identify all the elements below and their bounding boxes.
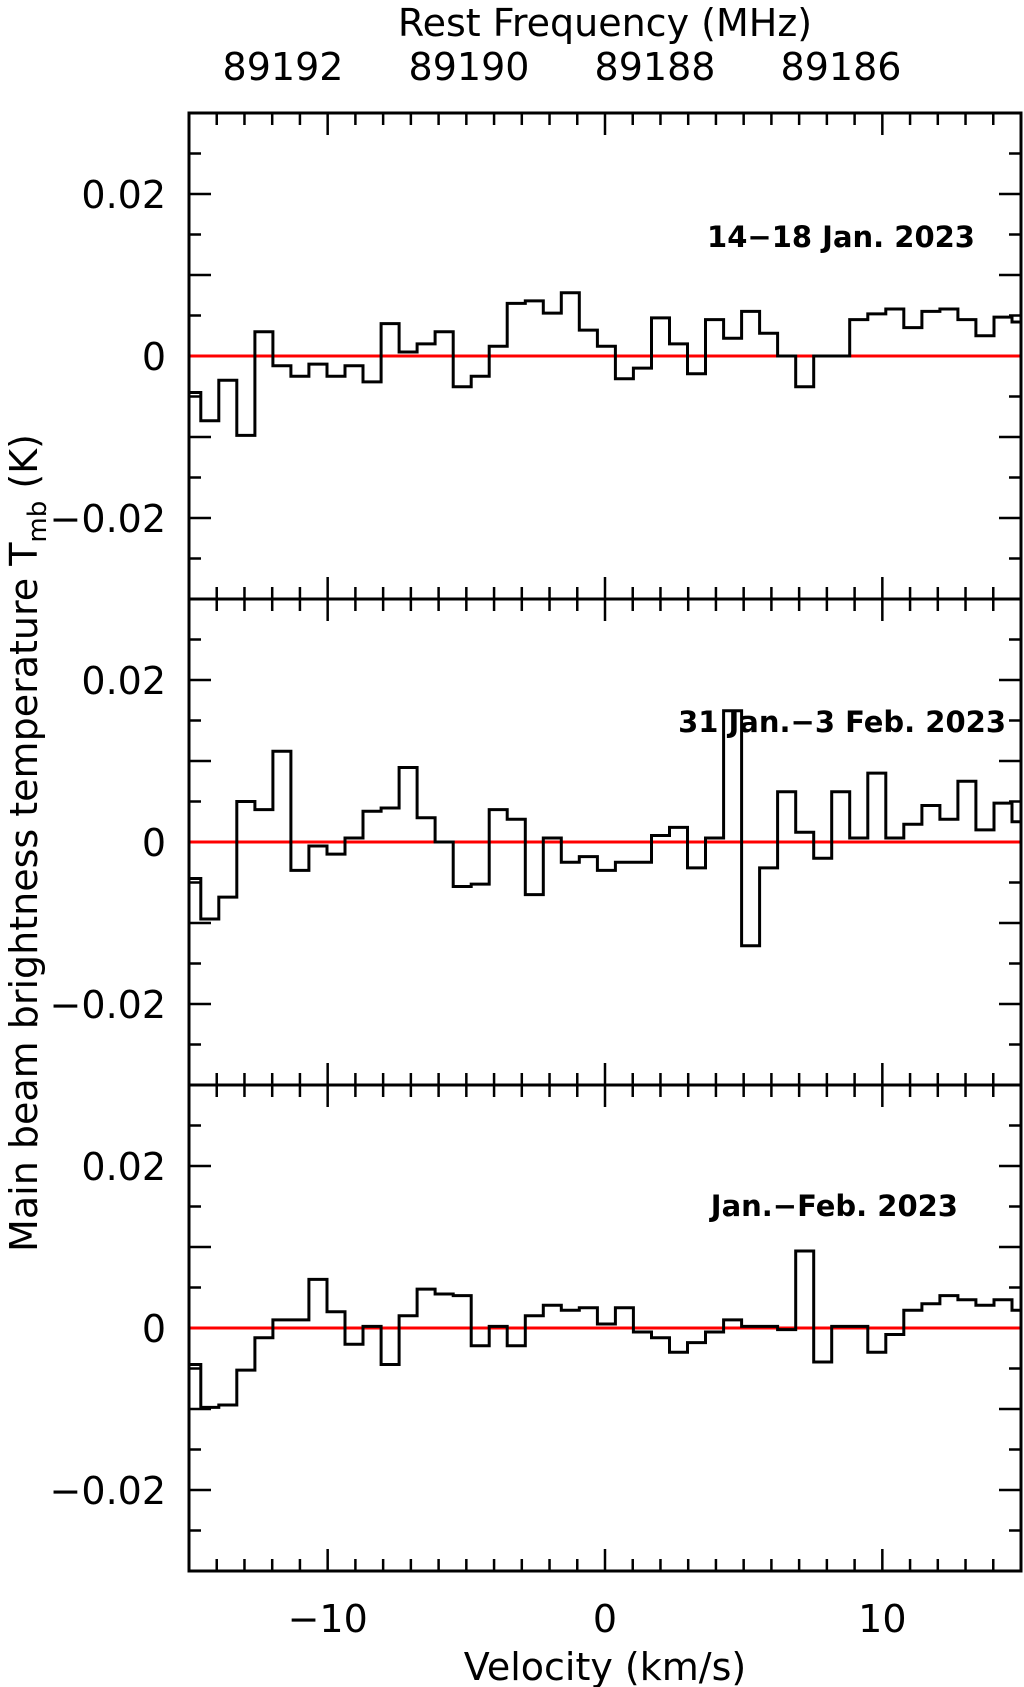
top-frequency-axis: Rest Frequency (MHz) 89192 89190 89188 8918… (223, 1, 902, 89)
spectrum-line (189, 291, 1021, 437)
y-tick-label: −0.02 (50, 1469, 166, 1513)
x-tick-label: −10 (288, 1597, 368, 1641)
y-tick-label: −0.02 (50, 497, 166, 541)
spectrum-panel-1: 0.02 0 −0.02 14−18 Jan. 2023 (50, 111, 1023, 601)
top-tick-label: 89190 (409, 45, 530, 89)
panel-label: 31 Jan.−3 Feb. 2023 (678, 705, 1006, 739)
panel-label: 14−18 Jan. 2023 (707, 220, 975, 254)
y-tick-label: 0 (142, 821, 166, 865)
panel-frame (187, 1083, 1023, 1573)
panel-label: Jan.−Feb. 2023 (709, 1189, 958, 1223)
x-tick-label: 0 (593, 1597, 617, 1641)
spectrum-panel-3: 0.02 0 −0.02 Jan.−Feb. 2023 (50, 1083, 1023, 1573)
spectrum-panel-2: 0.02 0 −0.02 31 Jan.−3 Feb. 2023 (50, 597, 1023, 1087)
top-tick-label: 89186 (781, 45, 902, 89)
y-tick-label: 0.02 (81, 1145, 166, 1189)
top-tick-label: 89188 (595, 45, 716, 89)
top-axis-title: Rest Frequency (MHz) (398, 1, 812, 45)
y-tick-label: 0 (142, 335, 166, 379)
y-axis-title-main: Main beam brightness temperature T (2, 542, 46, 1252)
y-axis-title-subscript: mb (23, 501, 53, 543)
y-tick-label: 0 (142, 1307, 166, 1351)
y-axis-title: Main beam brightness temperature Tmb (K) (2, 434, 53, 1252)
bottom-velocity-axis: Velocity (km/s) −10 0 10 (288, 1597, 907, 1687)
top-tick-label: 89192 (223, 45, 344, 89)
x-axis-title: Velocity (km/s) (464, 1645, 746, 1687)
y-axis-title-unit: (K) (2, 434, 46, 501)
y-tick-label: 0.02 (81, 173, 166, 217)
y-tick-label: 0.02 (81, 659, 166, 703)
panels-group: 0.02 0 −0.02 14−18 Jan. 2023 0.02 0 −0.02 31 Ja… (50, 111, 1023, 1573)
y-tick-label: −0.02 (50, 983, 166, 1027)
x-tick-label: 10 (858, 1597, 906, 1641)
spectrum-line (189, 1249, 1021, 1409)
spectrum-line (189, 709, 1021, 948)
